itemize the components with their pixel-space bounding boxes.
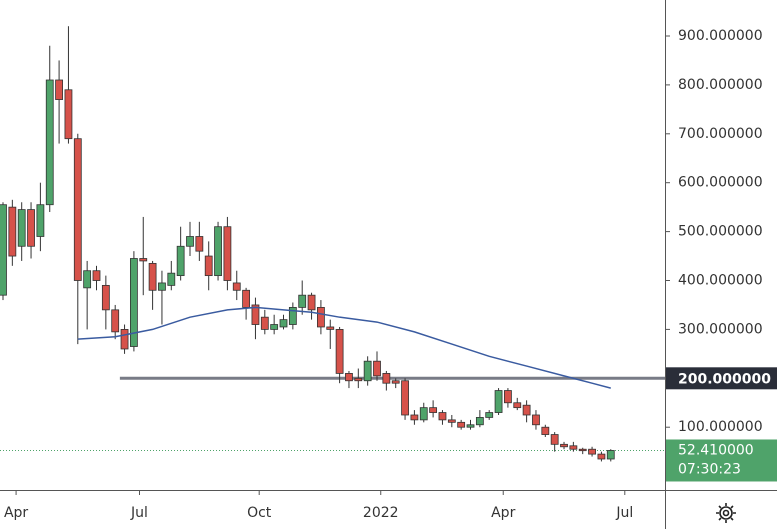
candle-body <box>578 448 587 452</box>
last-price-box <box>666 439 777 482</box>
x-tick-label: Jul <box>615 505 633 521</box>
candle-body <box>606 450 615 460</box>
candle-body <box>139 258 148 262</box>
y-tick-label: 500.000000 <box>678 224 763 240</box>
candle-body <box>513 402 522 409</box>
candle-body <box>560 443 568 448</box>
candle-body <box>158 282 166 291</box>
candle-body <box>504 390 512 404</box>
countdown-label: 07:30:23 <box>678 461 741 477</box>
candle-body <box>55 79 63 100</box>
candle-body <box>223 226 232 281</box>
candle-body <box>251 304 260 325</box>
candle-body <box>569 445 578 450</box>
candle-body <box>204 255 213 277</box>
candle-body <box>288 306 297 325</box>
candle-body <box>0 204 7 296</box>
candle-body <box>17 209 26 247</box>
y-tick-label: 700.000000 <box>678 126 763 142</box>
x-tick-label: Apr <box>4 505 28 521</box>
candle-body <box>27 209 35 247</box>
candle-body <box>176 245 185 277</box>
candle-body <box>214 226 222 277</box>
candle-body <box>270 324 279 330</box>
candle-body <box>298 294 307 308</box>
candle-body <box>186 236 194 247</box>
candle-body <box>354 377 363 382</box>
candle-body <box>345 373 353 382</box>
candle-body <box>522 404 531 416</box>
candle-body <box>36 204 45 237</box>
last-price-label: 52.410000 <box>678 442 754 458</box>
candle-body <box>232 282 241 291</box>
candle-body <box>485 412 494 418</box>
candle-body <box>475 417 484 426</box>
candle-body <box>83 270 92 289</box>
candle-body <box>438 412 447 421</box>
candle-body <box>317 306 325 328</box>
candle-body <box>401 380 409 416</box>
candle-body <box>326 326 335 330</box>
candle-body <box>532 414 540 426</box>
candle-body <box>260 316 269 330</box>
candle-body <box>307 294 316 311</box>
y-tick-label: 100.000000 <box>678 419 763 435</box>
x-tick-label: Oct <box>247 505 272 521</box>
candle-body <box>92 270 101 281</box>
level-label-box <box>666 367 777 390</box>
moving-average <box>77 306 611 389</box>
y-tick-label: 800.000000 <box>678 77 763 93</box>
x-tick-label: Apr <box>491 505 515 521</box>
candle-body <box>279 319 288 328</box>
candle-body <box>597 453 606 460</box>
candle-body <box>541 426 550 435</box>
level-label: 200.000000 <box>678 371 771 387</box>
candle-body <box>410 414 419 421</box>
candle-body <box>373 360 381 377</box>
candle-body <box>391 380 400 384</box>
candle-body <box>466 424 475 428</box>
candle-body <box>335 329 344 374</box>
candle-body <box>382 373 391 384</box>
candle-body <box>419 407 428 421</box>
y-tick-label: 400.000000 <box>678 273 763 289</box>
candle-body <box>429 407 438 413</box>
candle-body <box>550 434 559 445</box>
candle-body <box>195 236 204 252</box>
candle-body <box>101 284 110 311</box>
candle-body <box>167 272 176 286</box>
candle-body <box>64 89 73 140</box>
y-tick-label: 300.000000 <box>678 321 763 337</box>
candle-body <box>588 448 596 455</box>
candle-body <box>73 138 82 281</box>
candle-body <box>8 206 17 257</box>
y-tick-label: 900.000000 <box>678 28 763 44</box>
candle-body <box>457 421 466 428</box>
x-tick-label: Jul <box>130 505 148 521</box>
candle-body <box>148 262 157 291</box>
candle-body <box>242 289 251 308</box>
candle-body <box>111 309 120 333</box>
settings-icon[interactable] <box>716 503 736 523</box>
y-tick-label: 600.000000 <box>678 175 763 191</box>
candle-body <box>363 360 372 382</box>
x-tick-label: 2022 <box>363 505 399 521</box>
candle-body <box>494 390 503 413</box>
candle-body <box>120 329 129 350</box>
candle-body <box>45 79 54 206</box>
candle-body <box>129 258 138 347</box>
candle-body <box>447 419 456 423</box>
